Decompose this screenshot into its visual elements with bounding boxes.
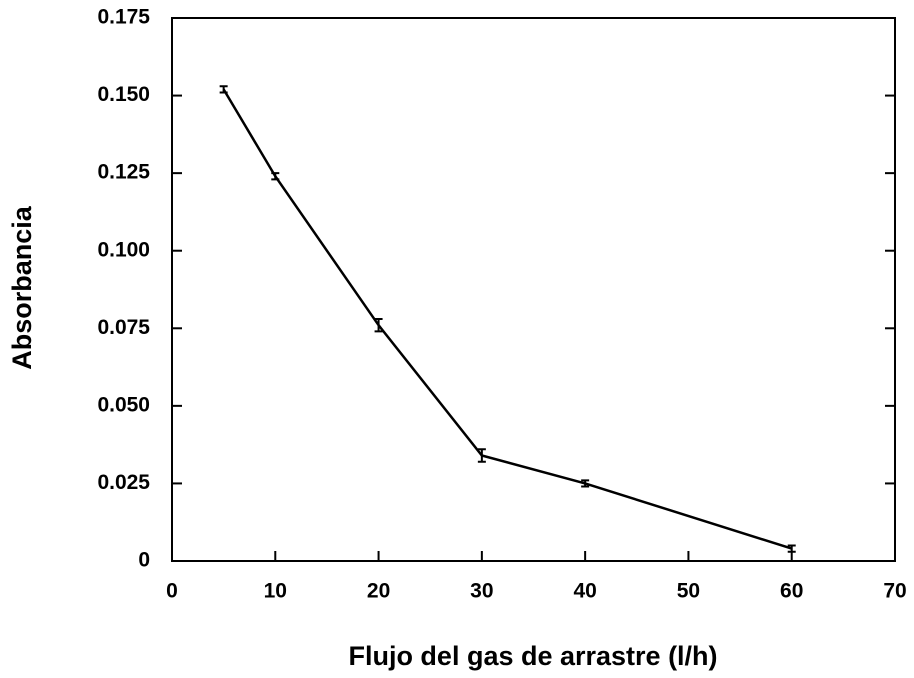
plot-frame <box>171 17 896 562</box>
y-tick-label: 0.050 <box>97 393 150 416</box>
error-bar <box>787 544 796 553</box>
x-tick-label: 40 <box>573 580 596 603</box>
error-bar <box>477 448 486 463</box>
y-tick-label: 0.125 <box>97 161 150 184</box>
x-tick-label: 0 <box>166 580 178 603</box>
x-tick-label: 60 <box>780 580 803 603</box>
x-tick-label: 70 <box>883 580 906 603</box>
y-tick-label: 0.150 <box>97 83 150 106</box>
data-line <box>222 88 793 550</box>
error-bar <box>271 172 280 181</box>
x-tick-label: 10 <box>264 580 287 603</box>
x-tick-label: 30 <box>470 580 493 603</box>
error-bar <box>219 85 228 94</box>
error-bar <box>374 317 383 333</box>
x-axis-title: Flujo del gas de arrastre (l/h) <box>348 641 717 671</box>
error-bar <box>581 479 590 488</box>
y-tick-label: 0.075 <box>97 316 150 339</box>
y-axis-title: Absorbancia <box>7 205 37 370</box>
y-tick-label: 0.175 <box>97 6 150 29</box>
y-tick-label: 0.100 <box>97 238 150 261</box>
x-tick-label: 50 <box>677 580 700 603</box>
y-tick-label: 0 <box>138 549 150 572</box>
x-tick-label: 20 <box>367 580 390 603</box>
y-tick-label: 0.025 <box>97 471 150 494</box>
